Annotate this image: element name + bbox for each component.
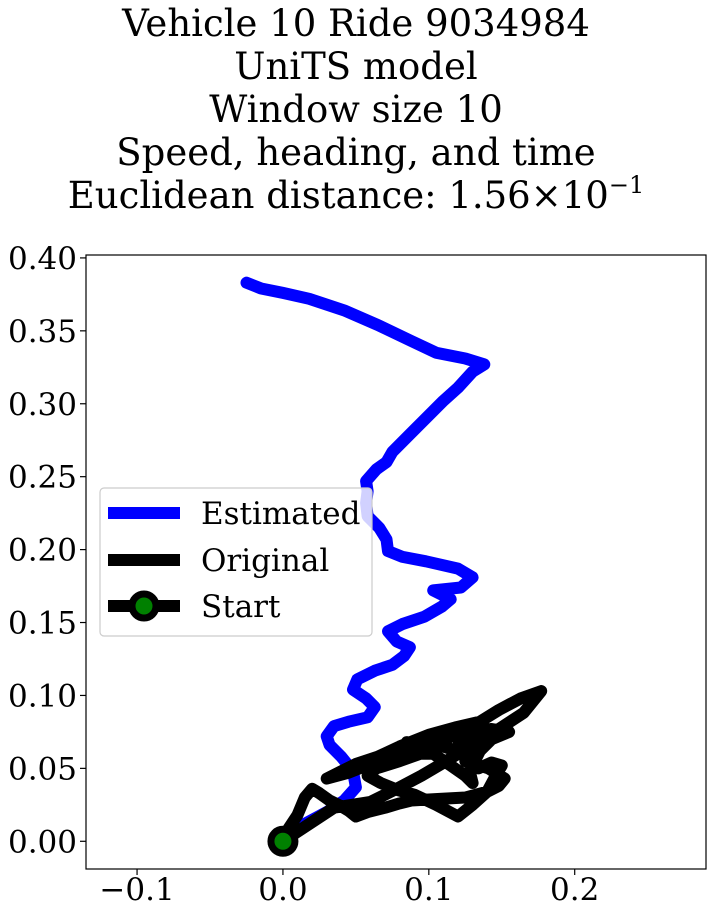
title-line-3: Window size 10 [209, 88, 503, 131]
legend-label-estimated: Estimated [201, 496, 360, 532]
x-tick-label: 0.0 [258, 872, 307, 908]
x-tick-label: 0.2 [550, 872, 599, 908]
axes-frame [85, 254, 707, 870]
series-layer [240, 276, 548, 857]
legend-label-start: Start [201, 589, 281, 625]
y-tick-label: 0.25 [8, 460, 77, 496]
y-tick-label: 0.15 [8, 606, 77, 642]
title-line-5: Euclidean distance: 1.56×10−1 [0, 171, 712, 217]
title-distance-exponent: −1 [608, 171, 645, 199]
y-tick-label: 0.10 [8, 678, 77, 714]
y-tick-label: 0.20 [8, 533, 77, 569]
legend: Estimated Original Start [99, 487, 373, 637]
title-times-sign: × [530, 174, 562, 217]
y-tick-label: 0.00 [8, 824, 77, 860]
title-line-1: Vehicle 10 Ride 9034984 [122, 2, 590, 45]
y-tick-label: 0.40 [8, 241, 77, 277]
y-tick-label: 0.05 [8, 751, 77, 787]
series-line-estimated [240, 276, 491, 848]
start-marker [267, 825, 299, 857]
legend-swatch-start-marker [128, 590, 160, 622]
x-tick-label: −0.1 [99, 872, 174, 908]
y-tick-label: 0.35 [8, 314, 77, 350]
title-distance-base: 10 [561, 174, 609, 217]
title-line-4: Speed, heading, and time [116, 131, 596, 174]
x-tick-label: 0.1 [404, 872, 453, 908]
legend-label-original: Original [201, 543, 329, 579]
ticks-layer: −0.1 0.0 0.1 0.2 0.00 0.05 0.10 0.15 0.20 0.25 0.3… [8, 241, 599, 908]
chart-title: Vehicle 10 Ride 9034984 UniTS model Wind… [0, 0, 712, 217]
legend-box [99, 487, 373, 637]
y-tick-label: 0.30 [8, 387, 77, 423]
title-line-2: UniTS model [234, 45, 478, 88]
series-line-original [276, 685, 548, 848]
title-distance-prefix: Euclidean distance: 1.56 [67, 174, 531, 217]
